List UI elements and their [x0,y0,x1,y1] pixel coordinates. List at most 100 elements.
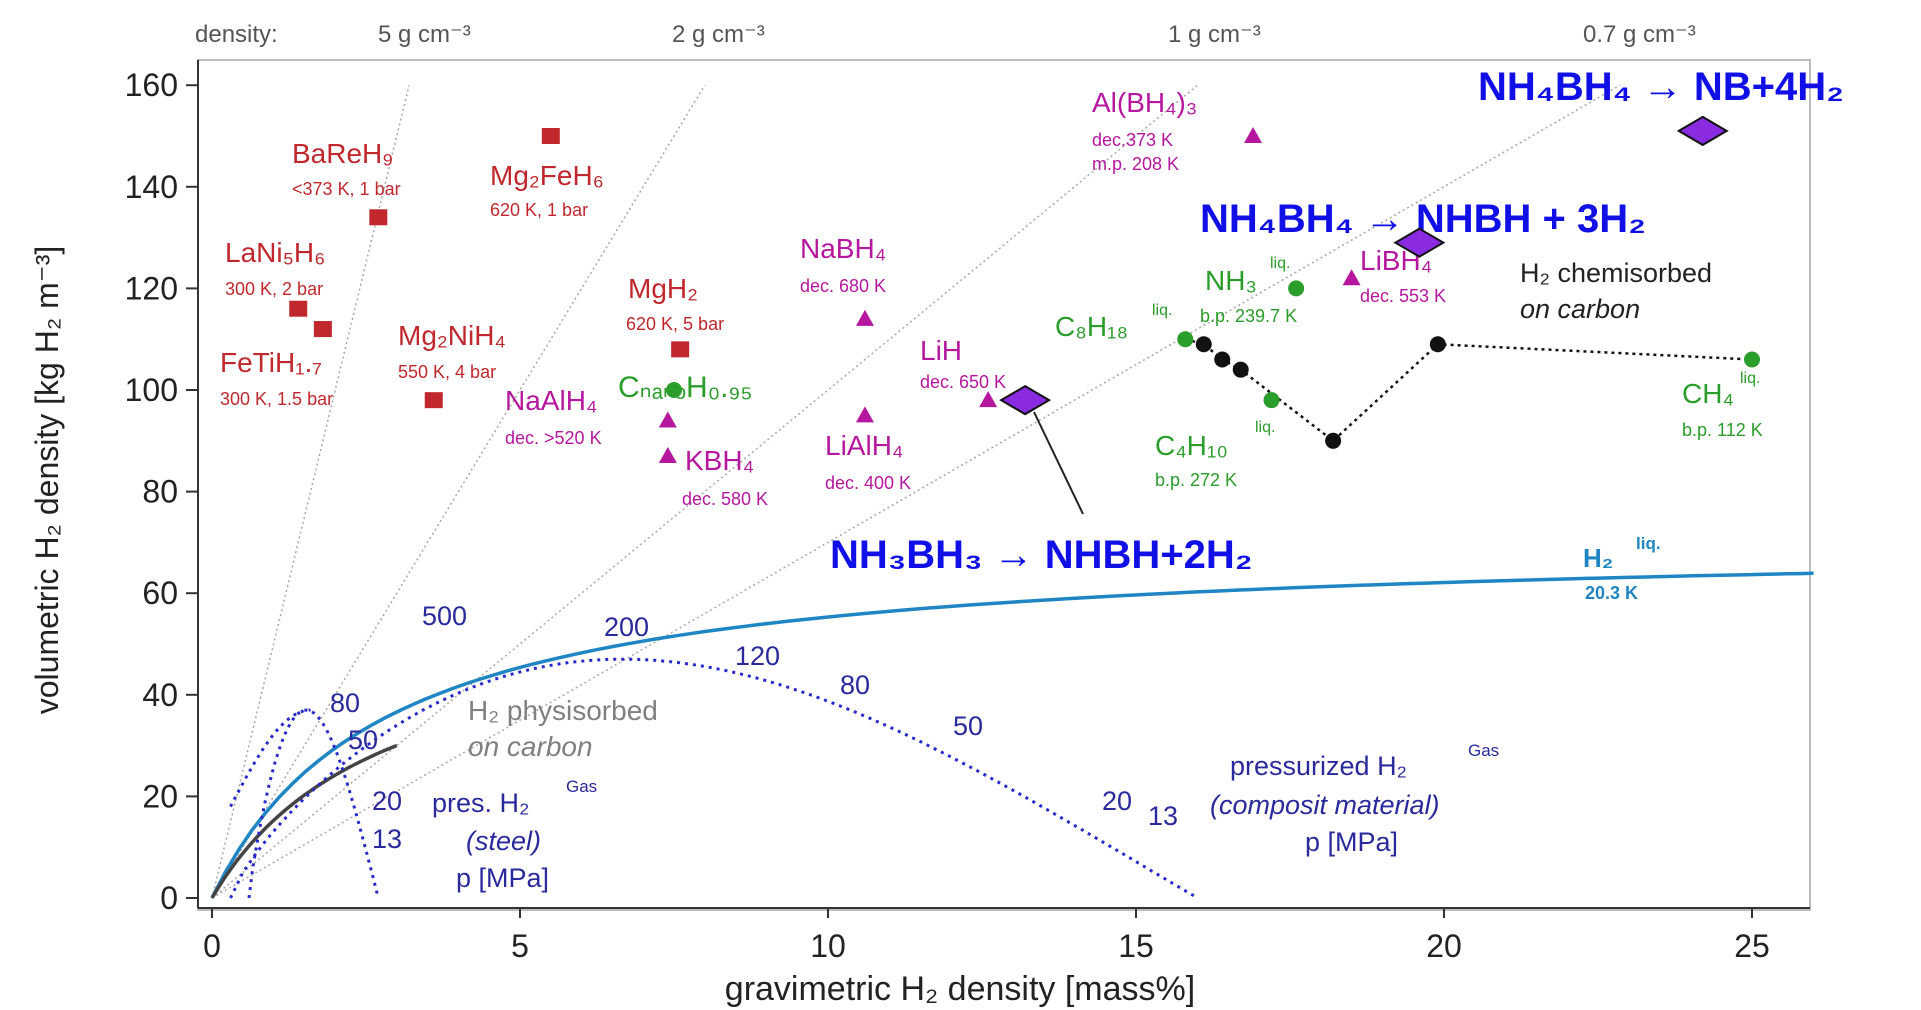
density-label-0-7: 0.7 g cm⁻³ [1583,21,1696,48]
pres-steel-label: pres. H₂ [432,788,530,818]
comp-p-120: 120 [735,641,780,671]
note-fetih: 300 K, 1.5 bar [220,389,333,409]
marker-circle-3-0 [1195,336,1212,353]
marker-diamond-4-0 [1676,115,1729,147]
label-c4h10: C₄H₁₀ [1155,430,1228,461]
density-line [211,84,1621,899]
density-label-1: 1 g cm⁻³ [1168,21,1261,48]
h2-liquid-label: H₂ [1583,543,1613,573]
note-libh4: dec. 553 K [1360,286,1446,306]
steel-pressure-curve [247,708,380,899]
h2-physisorbed-label-2: on carbon [468,731,593,762]
label-naalh4: NaAlH₄ [505,385,597,416]
h2-chemisorbed-label-2: on carbon [1520,294,1640,324]
y-tick-label: 140 [125,169,178,205]
comp-p-500: 500 [422,601,467,631]
h2-liquid-curve [210,571,1814,899]
marker-square-0-0 [369,209,388,226]
sup-nh3: liq. [1270,255,1290,272]
pres-composite-label: pressurized H₂ [1230,751,1407,781]
h2-chemisorbed-label: H₂ chemisorbed [1520,258,1712,288]
y-tick-label: 0 [160,880,178,916]
axis-ticks: 0 5 10 15 20 25 0 20 40 60 80 100 120 140 160 [125,67,1770,964]
label-fetih: FeTiH₁.₇ [220,347,322,378]
label-lani5h6: LaNi₅H₆ [225,237,325,268]
marker-square-0-1 [541,128,560,144]
label-mgh2: MgH₂ [628,273,698,304]
label-lih: LiH [920,335,962,366]
pres-composite-unit: p [MPa] [1305,827,1398,857]
note-nh3: b.p. 239.7 K [1200,306,1297,326]
h2-liquid-sup: liq. [1636,534,1661,553]
marker-square-0-2 [289,300,308,317]
label-bareh9: BaReH₉ [292,138,393,169]
marker-triangle-1-0 [1244,127,1263,143]
steel-p-20: 20 [372,786,402,816]
x-tick-label: 25 [1734,928,1770,964]
label-ch4: CH₄ [1682,378,1734,409]
x-tick-label: 10 [810,928,846,964]
note-lih: dec. 650 K [920,372,1006,392]
marker-circle-3-2 [1232,361,1249,378]
note-c4h10: b.p. 272 K [1155,470,1237,490]
note-ch4: b.p. 112 K [1682,420,1763,440]
data-markers [289,115,1760,464]
marker-circle-2-2 [1288,280,1305,297]
pres-steel-unit: p [MPa] [456,863,549,893]
y-tick-label: 80 [142,474,178,510]
x-tick-label: 0 [203,928,221,964]
note-mgh2: 620 K, 5 bar [626,314,724,334]
x-tick-label: 20 [1426,928,1462,964]
marker-circle-2-0 [666,382,682,398]
label-nh4bh4-nb: NH₄BH₄ → NB+4H₂ [1478,65,1844,109]
marker-triangle-1-3 [979,391,998,408]
pres-composite-sup: Gas [1468,741,1499,760]
y-tick-label: 120 [125,270,178,306]
y-tick-label: 160 [125,67,178,103]
marker-circle-3-3 [1325,432,1342,449]
steel-p-13: 13 [372,824,402,854]
composite-pressure-curve [229,657,1199,900]
steel-pressure-curve-low [229,708,311,808]
label-lialh4: LiAlH₄ [825,430,903,461]
note-albh43: dec.373 K [1092,130,1173,150]
pres-steel-material: (steel) [466,826,541,856]
y-tick-label: 40 [142,677,178,713]
marker-square-0-4 [424,392,443,409]
marker-diamond-4-2 [999,385,1052,416]
note-kbh4: dec. 580 K [682,489,768,509]
marker-circle-3-4 [1429,336,1446,353]
comp-p-80: 80 [840,670,870,700]
steel-p-80: 80 [330,688,360,718]
steel-p-50: 50 [348,725,378,755]
note-bareh9: <373 K, 1 bar [292,179,401,199]
marker-triangle-1-1 [855,309,874,326]
marker-circle-2-3 [1263,392,1280,409]
marker-diamond-4-1 [1393,227,1446,258]
y-tick-label: 60 [142,575,178,611]
comp-p-20: 20 [1102,786,1132,816]
density-label-2: 2 g cm⁻³ [672,21,765,48]
density-label-5: 5 g cm⁻³ [378,21,471,48]
x-axis-label: gravimetric H₂ density [mass%] [725,970,1195,1008]
marker-triangle-1-5 [658,447,677,464]
nh3bh3-leader-line [1033,411,1084,515]
marker-circle-2-1 [1177,331,1194,348]
y-tick-label: 20 [142,778,178,814]
label-cnano: CₙₐₙₒH₀.₉₅ [618,371,753,404]
marker-circle-2-4 [1744,351,1760,368]
marker-square-0-5 [671,341,690,358]
label-nh3bh3: NH₃BH₃ → NHBH+2H₂ [830,533,1253,577]
sup-ch4: liq. [1740,370,1760,387]
label-mg2feh6: Mg₂FeH₆ [490,160,604,191]
density-header: density: [195,21,278,48]
note-mg2feh6: 620 K, 1 bar [490,200,588,220]
note-lialh4: dec. 400 K [825,473,911,493]
note-lani5h6: 300 K, 2 bar [225,279,323,299]
comp-p-13: 13 [1148,801,1178,831]
density-line [211,84,706,899]
label-nh3: NH₃ [1205,265,1257,296]
label-mg2nih4: Mg₂NiH₄ [398,320,506,351]
x-tick-label: 5 [511,928,529,964]
